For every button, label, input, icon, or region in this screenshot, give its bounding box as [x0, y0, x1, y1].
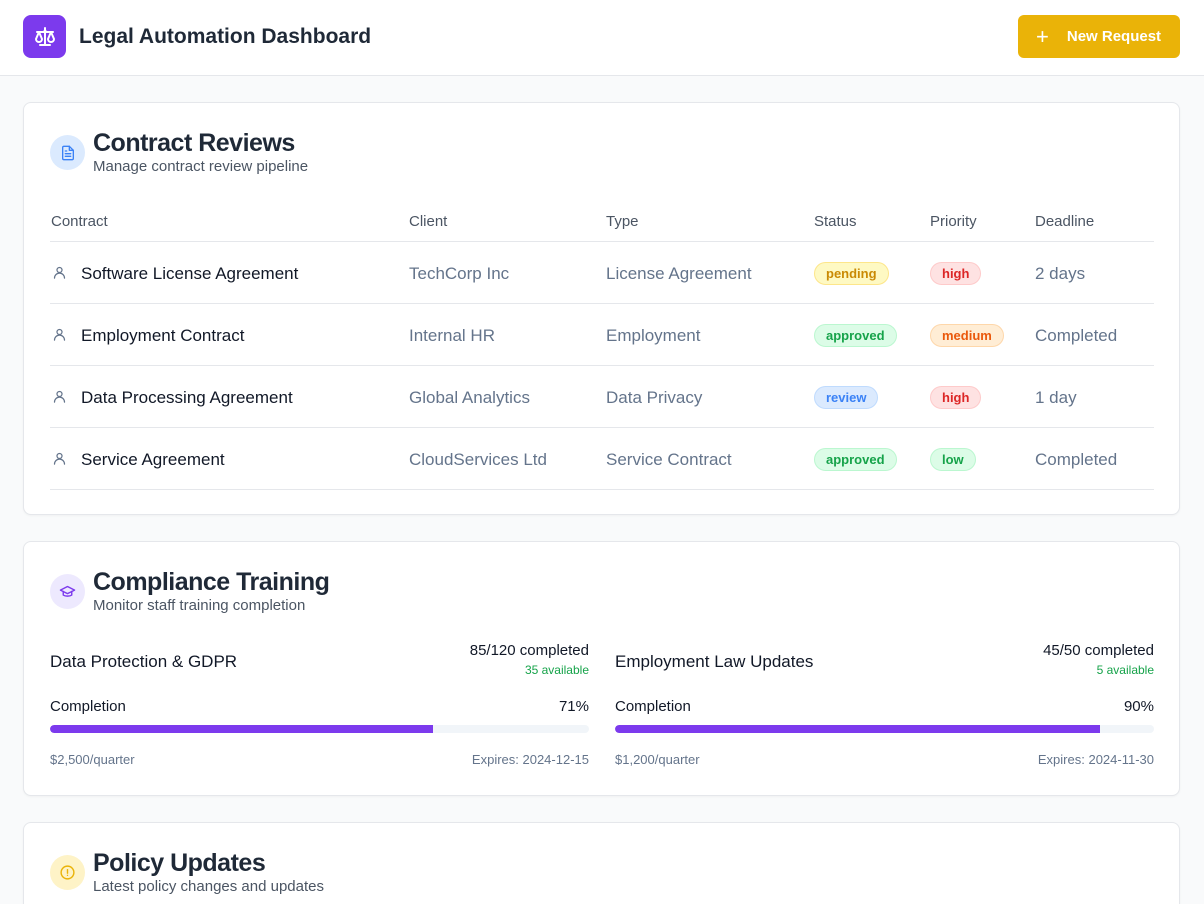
contract-name: Data Processing Agreement [81, 388, 293, 407]
app-logo [23, 15, 66, 58]
section-title: Compliance Training [93, 568, 330, 596]
contract-name: Employment Contract [81, 326, 245, 345]
course-cost: $1,200/quarter [615, 752, 700, 767]
contract-name: Service Agreement [81, 450, 225, 469]
contract-type: License Agreement [606, 264, 752, 283]
course-cost: $2,500/quarter [50, 752, 135, 767]
completion-percent: 90% [1123, 698, 1154, 715]
progress-bar [50, 725, 589, 733]
section-subtitle: Latest policy changes and updates [93, 878, 324, 895]
expiry-date: Expires: 2024-11-30 [1037, 752, 1154, 767]
completion-label: Completion [50, 698, 126, 715]
completion-label: Completion [615, 698, 691, 715]
section-subtitle: Monitor staff training completion [93, 597, 306, 614]
table-row[interactable]: Data Processing Agreement Global Analyti… [50, 366, 1154, 428]
section-title: Policy Updates [93, 849, 266, 877]
plus-icon: + [1036, 23, 1049, 49]
graduation-cap-icon [59, 585, 76, 597]
course-name: Data Protection & GDPR [50, 652, 238, 671]
user-icon [53, 328, 66, 341]
table-row[interactable]: Employment Contract Internal HR Employme… [50, 304, 1154, 366]
expiry-date: Expires: 2024-12-15 [471, 752, 589, 767]
divider [50, 241, 1154, 242]
training-course[interactable]: Data Protection & GDPR 85/120 completed … [50, 640, 589, 770]
progress-fill [50, 725, 433, 733]
column-header-priority[interactable]: Priority [930, 213, 977, 230]
priority-badge: high [930, 262, 982, 285]
section-title: Contract Reviews [93, 129, 295, 157]
document-icon [61, 145, 74, 160]
completion-percent: 71% [558, 698, 589, 715]
policy-updates-card: Policy Updates Latest policy changes and… [23, 822, 1180, 904]
user-icon [53, 452, 66, 465]
column-header-contract[interactable]: Contract [51, 213, 108, 230]
contract-reviews-card: Contract Reviews Manage contract review … [23, 102, 1180, 515]
new-request-label: New Request [1066, 28, 1162, 45]
deadline: Completed [1035, 326, 1118, 345]
client-name: CloudServices Ltd [409, 450, 547, 469]
scale-icon [34, 26, 55, 46]
contract-name: Software License Agreement [81, 264, 299, 283]
status-badge: pending [814, 262, 889, 285]
table-row[interactable]: Software License Agreement TechCorp Inc … [50, 242, 1154, 304]
progress-bar [615, 725, 1154, 733]
status-badge: approved [814, 324, 897, 347]
client-name: Global Analytics [409, 388, 530, 407]
contract-type: Data Privacy [606, 388, 703, 407]
app-title: Legal Automation Dashboard [79, 25, 372, 48]
card-icon [50, 574, 85, 609]
priority-badge: high [930, 386, 982, 409]
training-course[interactable]: Employment Law Updates 45/50 completed 5… [615, 640, 1154, 770]
card-icon [50, 855, 85, 890]
status-badge: review [814, 386, 879, 409]
available-count: 35 available [524, 663, 589, 677]
card-icon [50, 135, 85, 170]
priority-badge: medium [930, 324, 1004, 347]
course-name: Employment Law Updates [615, 652, 814, 671]
completed-count: 85/120 completed [469, 642, 589, 659]
user-icon [53, 390, 66, 403]
client-name: Internal HR [409, 326, 495, 345]
contract-type: Employment [606, 326, 701, 345]
compliance-training-card: Compliance Training Monitor staff traini… [23, 541, 1180, 796]
status-badge: approved [814, 448, 897, 471]
column-header-client[interactable]: Client [409, 213, 448, 230]
deadline: Completed [1035, 450, 1118, 469]
user-icon [53, 266, 66, 279]
column-header-type[interactable]: Type [606, 213, 639, 230]
contract-type: Service Contract [606, 450, 732, 469]
column-header-deadline[interactable]: Deadline [1035, 213, 1095, 230]
top-bar: Legal Automation Dashboard + New Request [0, 0, 1204, 76]
alert-circle-icon [60, 865, 75, 880]
table-row[interactable]: Service Agreement CloudServices Ltd Serv… [50, 428, 1154, 490]
completed-count: 45/50 completed [1043, 642, 1154, 659]
client-name: TechCorp Inc [409, 264, 510, 283]
deadline: 2 days [1035, 264, 1086, 283]
column-header-status[interactable]: Status [814, 213, 857, 230]
new-request-button[interactable]: + New Request [1018, 15, 1180, 58]
progress-fill [615, 725, 1101, 733]
available-count: 5 available [1096, 663, 1154, 677]
priority-badge: low [930, 448, 976, 471]
section-subtitle: Manage contract review pipeline [93, 158, 309, 175]
deadline: 1 day [1035, 388, 1077, 407]
